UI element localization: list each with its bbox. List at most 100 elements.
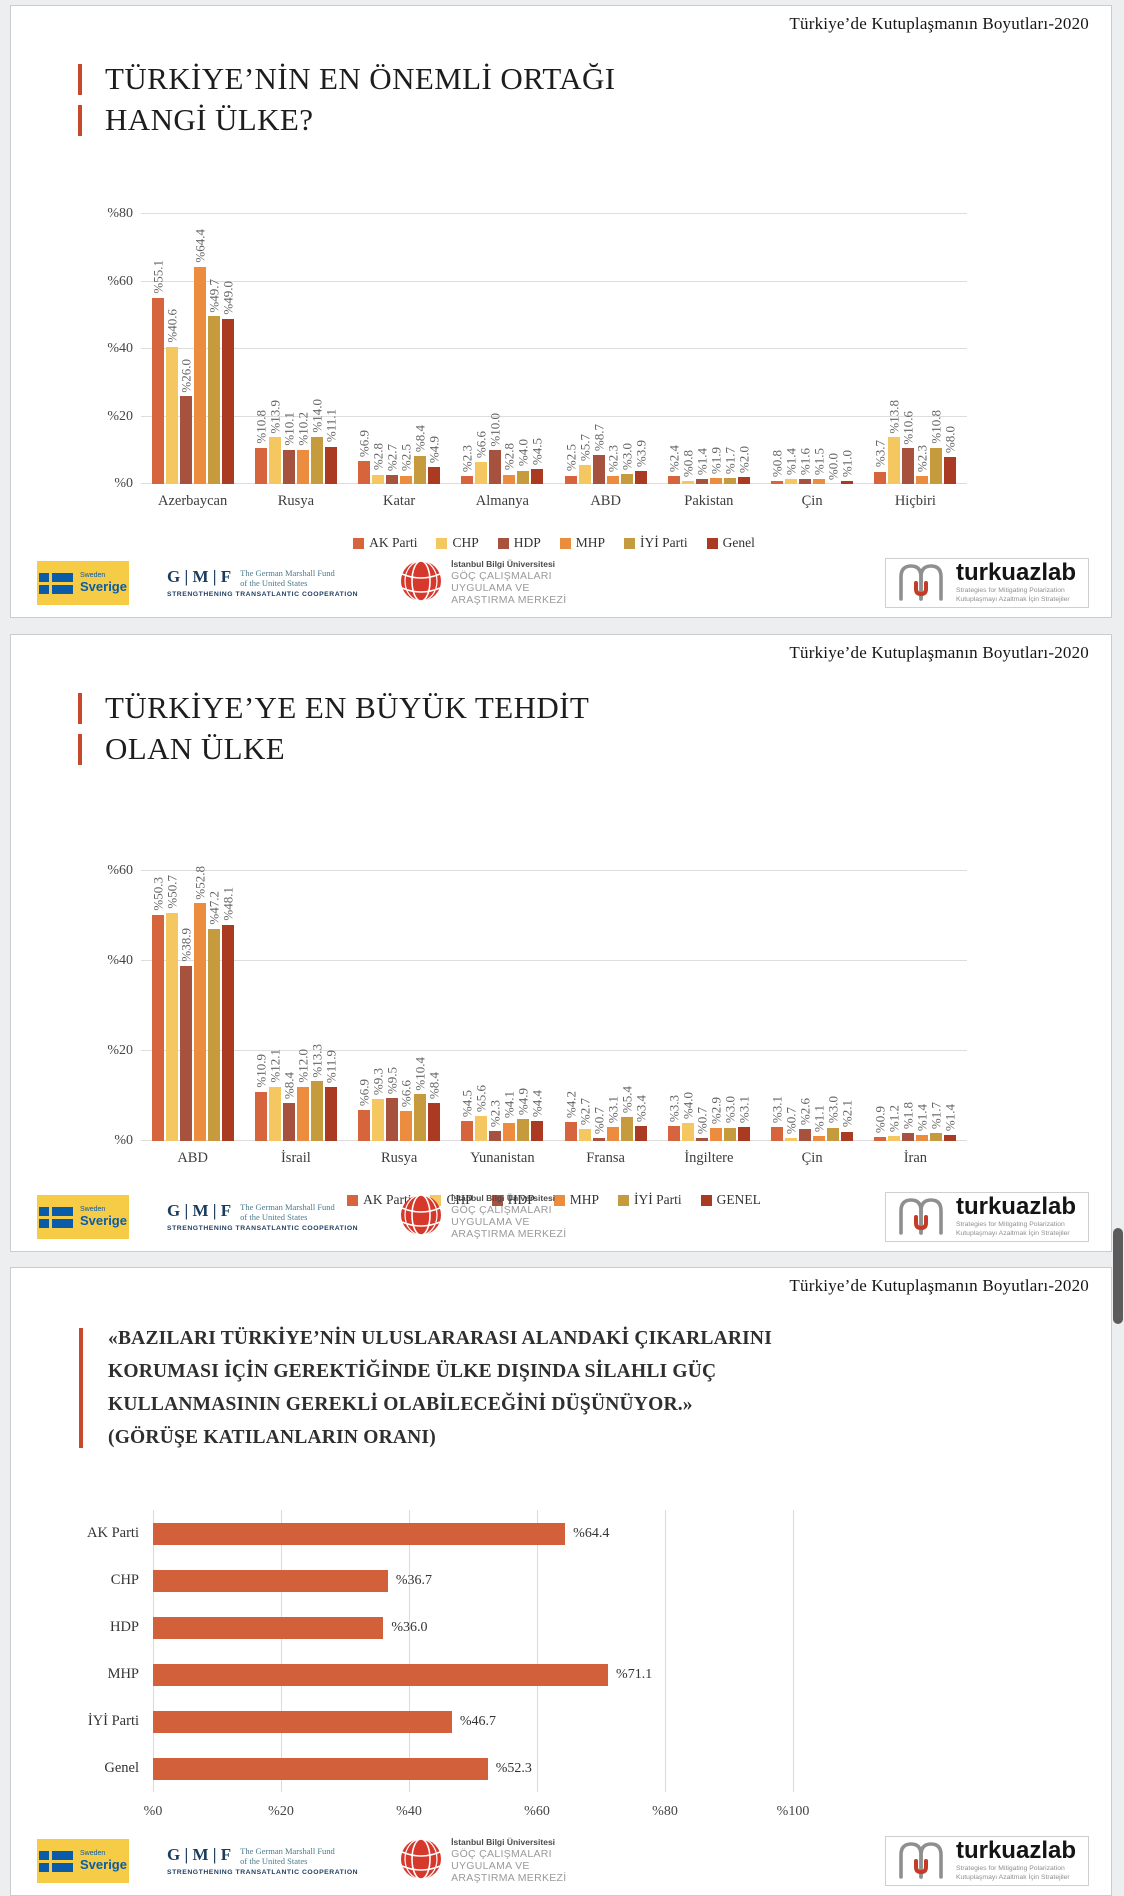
turkuazlab-logo: turkuazlab Strategies for Mitigating Pol… (884, 1192, 1089, 1242)
bar-HDP (282, 1103, 295, 1141)
turkuazlab-logo: turkuazlab Strategies for Mitigating Pol… (884, 1836, 1089, 1886)
bar-wrap: %64.4 (192, 184, 207, 484)
bar-wrap: %6.9 (357, 841, 372, 1141)
bar-group-4: %2.5 %5.7 %8.7 %2.3 %3.0 %3.9 (563, 184, 649, 484)
bar-value-label: %13.9 (267, 399, 283, 434)
bar-value-label: %0.7 (591, 1106, 607, 1134)
category-label: Rusya (277, 493, 314, 509)
report-header: Türkiye’de Kutuplaşmanın Boyutları-2020 (789, 14, 1089, 33)
bar-value-label: %2.4 (666, 444, 682, 472)
bar-wrap: %4.9 (427, 184, 442, 484)
bar-value-label: %0.0 (825, 452, 841, 480)
category-label: Çin (801, 1150, 823, 1166)
legend-label: GENEL (716, 1192, 761, 1207)
bar-value-label: %2.8 (370, 443, 386, 471)
bilgi-university-logo: İstanbul Bilgi Üniversitesi GÖÇ ÇALIŞMAL… (400, 1836, 566, 1885)
bar-wrap: %8.4 (426, 841, 442, 1141)
bar-wrap: %11.1 (323, 184, 338, 484)
bar-value-label: %4.0 (680, 1091, 696, 1119)
bar-wrap: %10.6 (900, 184, 916, 484)
bar-value-label: %10.1 (281, 412, 297, 446)
legend-label: İYİ Parti (640, 535, 688, 550)
bar-İYİ Parti (414, 455, 427, 484)
bar-MHP (153, 1663, 609, 1686)
bar-HDP (695, 1137, 708, 1141)
bar-CHP (681, 1123, 694, 1141)
bar-row-İYİ Parti: İYİ Parti %46.7 (53, 1698, 793, 1745)
bar-value-label: %5.6 (473, 1084, 489, 1112)
bar-wrap: %48.1 (220, 841, 236, 1141)
legend-label: MHP (575, 535, 606, 550)
bar-AK Parti (151, 298, 164, 484)
sverige-label: Sverige (80, 1212, 127, 1228)
bar-group-0: %50.3 %50.7 %38.9 %52.8 %47.2 %48.1 (150, 841, 236, 1141)
bar-HDP (799, 478, 812, 484)
bar-group-slot: %6.9 %2.8 %2.7 %2.5 %8.4 %4.9 (348, 184, 451, 484)
bar-wrap: %2.0 (736, 184, 751, 484)
bar-AK Parti (564, 475, 577, 484)
category-label: Fransa (586, 1150, 625, 1166)
bar-value-label: %0.8 (680, 450, 696, 478)
bar-wrap: %14.0 (309, 184, 325, 484)
bar-value-label: %2.9 (708, 1096, 724, 1124)
bar-group-5: %3.3 %4.0 %0.7 %2.9 %3.0 %3.1 (666, 841, 751, 1141)
sweden-flag-icon (39, 1850, 73, 1872)
bar-wrap: %2.6 (798, 841, 813, 1141)
bar-wrap: %9.5 (385, 841, 400, 1141)
row-label: HDP (109, 1619, 139, 1635)
bar-HDP (592, 1137, 605, 1141)
sweden-label: Sweden (80, 572, 106, 579)
y-axis-tick: %0 (114, 1133, 133, 1148)
bar-value-label: %1.4 (942, 1103, 958, 1131)
bar-MHP (296, 1087, 309, 1141)
legend-swatch (559, 537, 571, 549)
gridline (141, 870, 967, 871)
legend-item-İYİ Parti: İYİ Parti (618, 1192, 682, 1208)
legend-label: Genel (722, 535, 755, 550)
y-axis-tick: %60 (107, 863, 133, 878)
bar-groups: %55.1 %40.6 %26.0 %64.4 %49.7 %49.0 %10.8 %13.9… (141, 184, 967, 484)
gmf-name-line2: of the United States (240, 578, 308, 588)
bar-Genel (944, 457, 957, 484)
bar-value-label: %14.0 (309, 399, 325, 433)
bar-AK Parti (358, 460, 371, 484)
legend-swatch (624, 537, 636, 549)
bar-group-slot: %0.8 %1.4 %1.6 %1.5 %0.0 %1.0 (761, 184, 864, 484)
bar-value-label: %71.1 (616, 1666, 653, 1682)
bar-AK Parti (254, 447, 267, 484)
bar-value-label: %1.5 (811, 447, 827, 475)
bar-İYİ Parti (723, 1127, 736, 1141)
bar-wrap: %2.7 (577, 841, 592, 1141)
scrollbar-thumb[interactable] (1113, 1228, 1123, 1324)
bar-group-slot: %2.4 %0.8 %1.4 %1.9 %1.7 %2.0 (657, 184, 760, 484)
bilgi-university-name: İstanbul Bilgi Üniversitesi (451, 1836, 556, 1847)
bar-value-label: %8.4 (426, 1072, 442, 1100)
bar-MHP (813, 1136, 826, 1141)
bar-group-slot: %10.9 %12.1 %8.4 %12.0 %13.3 %11.9 (244, 841, 347, 1141)
bar-wrap: %2.9 (708, 841, 724, 1141)
bilgi-university-logo: İstanbul Bilgi Üniversitesi GÖÇ ÇALIŞMAL… (400, 1193, 566, 1241)
bar-wrap: %10.1 (281, 184, 297, 484)
category-label: ABD (590, 493, 621, 509)
sweden-sverige-logo: Sweden Sverige (37, 561, 129, 605)
turkuazlab-tagline: Strategies for Mitigating Polarization K… (956, 1221, 1076, 1239)
bar-group-2: %6.9 %9.3 %9.5 %6.6 %10.4 %8.4 (357, 841, 442, 1141)
legend-swatch (618, 1194, 630, 1206)
bar-value-label: %3.9 (633, 439, 649, 467)
bar-value-label: %4.0 (515, 439, 531, 467)
bar-wrap: %4.5 (460, 841, 475, 1141)
bar-wrap: %1.6 (798, 184, 813, 484)
bar-group-slot: %55.1 %40.6 %26.0 %64.4 %49.7 %49.0 (141, 184, 244, 484)
bar-value-label: %48.1 (220, 886, 236, 921)
bar-wrap: %50.7 (164, 841, 179, 1141)
turkuazlab-tagline-en: Strategies for Mitigating Polarization (955, 1221, 1065, 1229)
gridline (537, 1510, 538, 1792)
grid-layer (153, 1510, 794, 1792)
x-axis-tick: %60 (524, 1804, 550, 1819)
row-label: Genel (104, 1760, 139, 1776)
bar-value-label: %10.6 (900, 410, 916, 445)
sweden-label: Sweden (80, 1206, 106, 1213)
bar-İYİ Parti (930, 1133, 943, 1141)
gmf-name-line1: The German Marshall Fund (240, 1845, 335, 1856)
bar-value-label: %1.7 (928, 1102, 944, 1130)
